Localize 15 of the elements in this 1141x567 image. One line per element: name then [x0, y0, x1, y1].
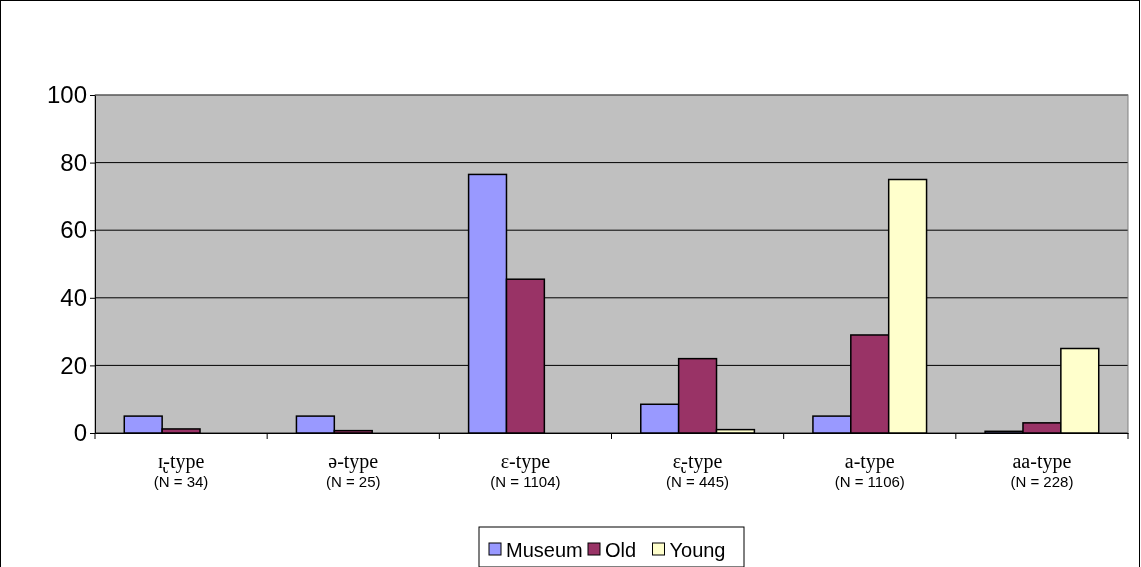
y-tick-label: 80 — [60, 148, 87, 176]
x-tick-label: a-type (N = 1106) — [834, 450, 905, 490]
y-tick-label: 0 — [73, 419, 87, 447]
y-tick-label: 20 — [60, 351, 87, 379]
x-tick-label: ɪ̢-type (N = 34) — [153, 450, 209, 490]
x-tick-label: ɛ̢-type (N = 445) — [666, 450, 730, 490]
legend-label: Museum — [506, 539, 583, 561]
x-tick-label: ɛ-type (N = 1104) — [490, 450, 561, 490]
x-tick-label: aa-type (N = 228) — [1010, 450, 1074, 490]
y-tick-label: 60 — [60, 216, 87, 244]
y-tick-label: 40 — [60, 283, 87, 311]
y-tick-label: 100 — [46, 81, 87, 109]
x-tick-label: ə-type (N = 25) — [325, 450, 381, 490]
legend-label: Old — [605, 539, 637, 561]
legend-label: Young — [669, 539, 726, 561]
